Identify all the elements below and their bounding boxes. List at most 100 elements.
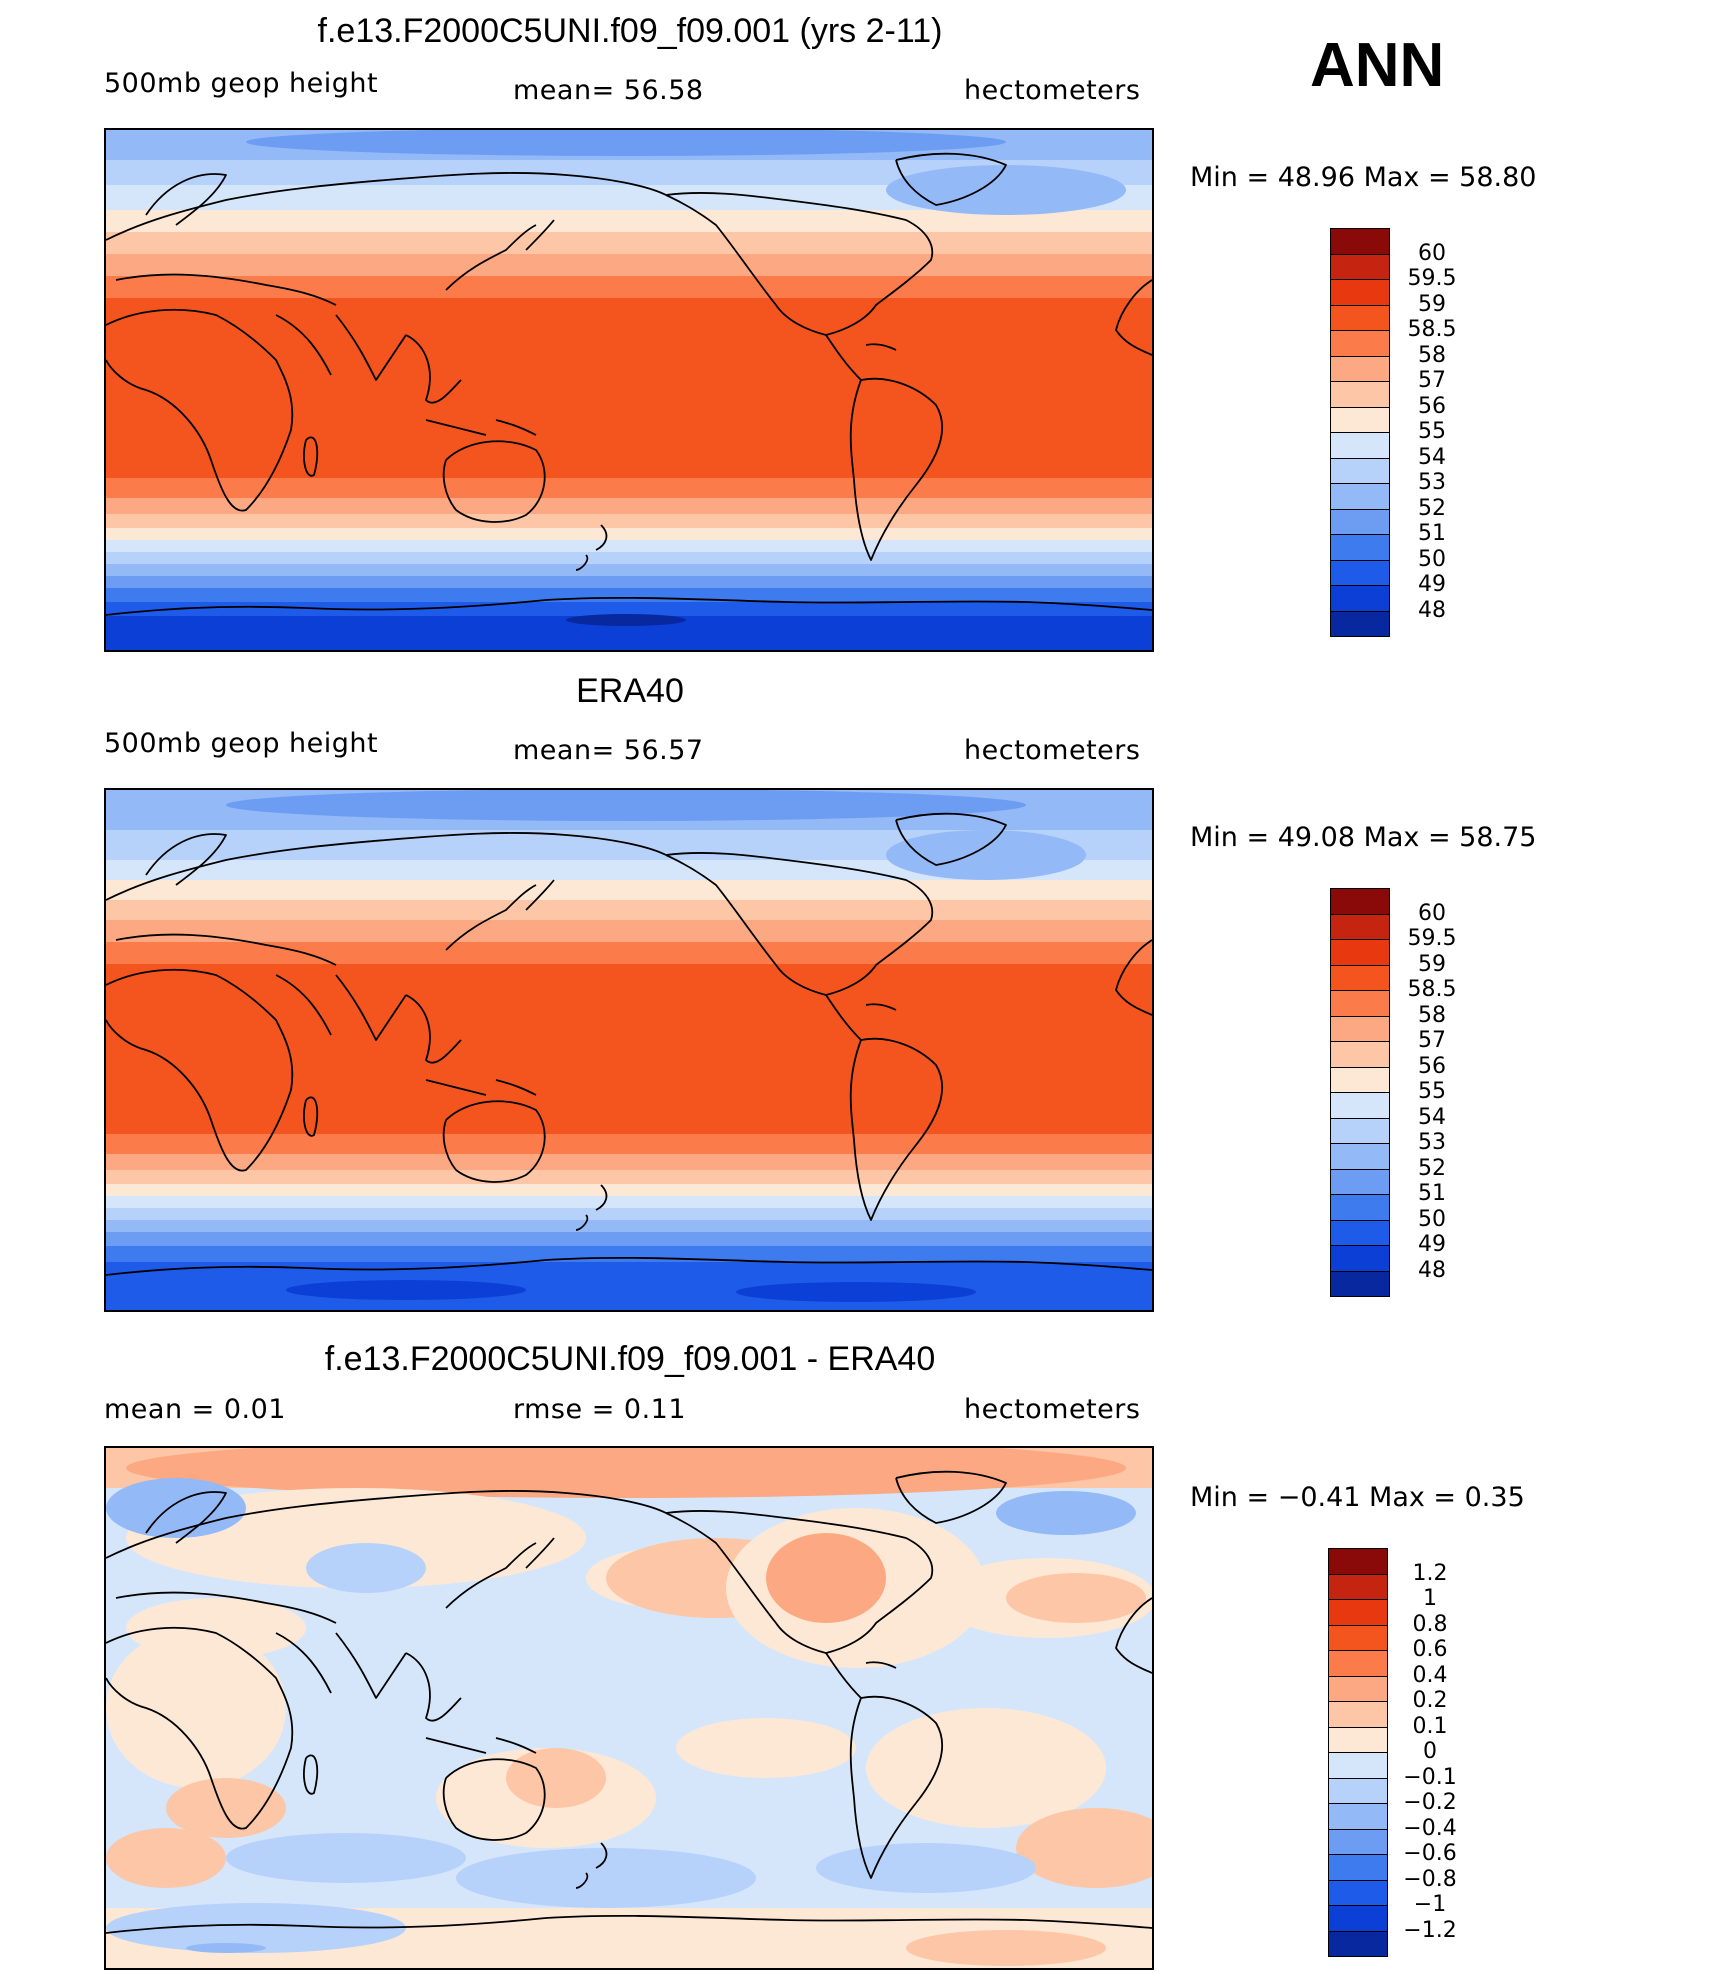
band: [106, 920, 1152, 942]
colorbar-label: −0.1: [1403, 1764, 1457, 1790]
colorbar-label: 50: [1418, 1206, 1446, 1232]
colorbar-label: 58.5: [1407, 317, 1457, 342]
colorbar-swatch: [1328, 1548, 1388, 1575]
band: [106, 276, 1152, 298]
colorbar-swatch: [1330, 1194, 1390, 1221]
panel3-left-label: mean = 0.01: [104, 1394, 286, 1425]
colorbar-label: −0.6: [1403, 1841, 1457, 1866]
band: [106, 552, 1152, 564]
blob: [126, 1598, 306, 1658]
colorbar-label: 56: [1418, 1053, 1446, 1079]
blob: [766, 1533, 886, 1623]
colorbar-label: 0: [1423, 1739, 1437, 1764]
colorbar-label: 59.5: [1407, 266, 1457, 291]
colorbar-label: 51: [1418, 1181, 1446, 1206]
colorbar-swatch: [1330, 1092, 1390, 1119]
band: [106, 900, 1152, 920]
colorbar-swatch: [1330, 1143, 1390, 1170]
colorbar-label: 0.6: [1412, 1637, 1448, 1662]
blob: [566, 614, 686, 626]
colorbar-swatch: [1328, 1803, 1388, 1830]
panel3-title: f.e13.F2000C5UNI.f09_f09.001 - ERA40: [324, 1340, 936, 1378]
panel3-map-svg: [106, 1448, 1152, 1968]
panel1-center-label: mean= 56.58: [513, 75, 704, 106]
blob: [126, 1448, 1126, 1498]
band: [106, 1220, 1152, 1232]
colorbar-label: 52: [1418, 495, 1446, 521]
colorbar-label: 60: [1418, 240, 1446, 266]
colorbar-label: 58.5: [1407, 977, 1457, 1002]
blob: [106, 1478, 246, 1538]
panel2-map: [104, 788, 1154, 1312]
colorbar-label: 1.2: [1412, 1560, 1448, 1586]
colorbar-swatch: [1328, 1879, 1388, 1906]
colorbar-swatch: [1330, 304, 1390, 331]
panel3-field: [106, 1448, 1152, 1968]
colorbar-swatch: [1330, 990, 1390, 1017]
band: [106, 478, 1152, 498]
band: [106, 588, 1152, 602]
colorbar-swatch: [1328, 1777, 1388, 1804]
panel1-map-svg: [106, 130, 1152, 650]
colorbar-label: 59: [1418, 951, 1446, 977]
band: [106, 540, 1152, 552]
panel3-center-label: rmse = 0.11: [513, 1394, 687, 1425]
blob: [106, 1828, 226, 1888]
colorbar-swatch: [1330, 610, 1390, 637]
blob: [906, 1930, 1106, 1966]
colorbar-swatch: [1328, 1752, 1388, 1779]
panel3-right-label: hectometers: [964, 1394, 1141, 1425]
band: [106, 1154, 1152, 1170]
blob: [286, 1280, 526, 1300]
colorbar-swatch: [1330, 381, 1390, 408]
band: [106, 602, 1152, 616]
colorbar-swatch: [1330, 279, 1390, 306]
colorbar-swatch: [1330, 253, 1390, 280]
colorbar-swatch: [1328, 1675, 1388, 1702]
colorbar-label: −1: [1413, 1892, 1447, 1917]
panel2-bands: [106, 790, 1152, 1310]
blob: [186, 1943, 266, 1953]
colorbar-label: 56: [1418, 393, 1446, 419]
colorbar-swatch: [1330, 1219, 1390, 1246]
panel1-left-label: 500mb geop height: [104, 68, 379, 99]
colorbar-swatch: [1330, 534, 1390, 561]
panel2-title: ERA40: [576, 672, 684, 710]
colorbar-label: 48: [1418, 597, 1446, 623]
colorbar-swatch: [1330, 1066, 1390, 1093]
blob: [816, 1843, 1036, 1893]
band: [106, 1170, 1152, 1184]
band: [106, 1184, 1152, 1196]
colorbar-swatch: [1330, 939, 1390, 966]
blob: [996, 1491, 1136, 1535]
season-label: ANN: [1310, 31, 1445, 100]
blob: [106, 1628, 286, 1788]
blob: [226, 1833, 466, 1883]
colorbar-swatch: [1328, 1624, 1388, 1651]
panel1-map: [104, 128, 1154, 652]
colorbar-swatch: [1330, 355, 1390, 382]
band: [106, 964, 1152, 1134]
colorbar-swatch: [1328, 1854, 1388, 1881]
colorbar-swatch: [1330, 1117, 1390, 1144]
colorbar-swatch: [1330, 559, 1390, 586]
band: [106, 564, 1152, 576]
band: [106, 298, 1152, 478]
band: [106, 880, 1152, 900]
band: [106, 1262, 1152, 1310]
colorbar-label: 57: [1418, 368, 1446, 393]
blob: [506, 1748, 606, 1808]
colorbar-swatch: [1330, 1041, 1390, 1068]
colorbar-swatch: [1330, 330, 1390, 357]
colorbar-label: 52: [1418, 1155, 1446, 1181]
blob: [166, 1778, 286, 1838]
colorbar-label: 57: [1418, 1028, 1446, 1053]
colorbar-swatch: [1328, 1650, 1388, 1677]
colorbar-label: 0.8: [1412, 1611, 1448, 1637]
colorbar-label: 0.2: [1412, 1688, 1448, 1713]
colorbar-swatch: [1328, 1573, 1388, 1600]
colorbar-label: 0.1: [1412, 1713, 1448, 1739]
colorbar-label: 48: [1418, 1257, 1446, 1283]
blob: [676, 1718, 856, 1778]
colorbar-swatch: [1328, 1726, 1388, 1753]
